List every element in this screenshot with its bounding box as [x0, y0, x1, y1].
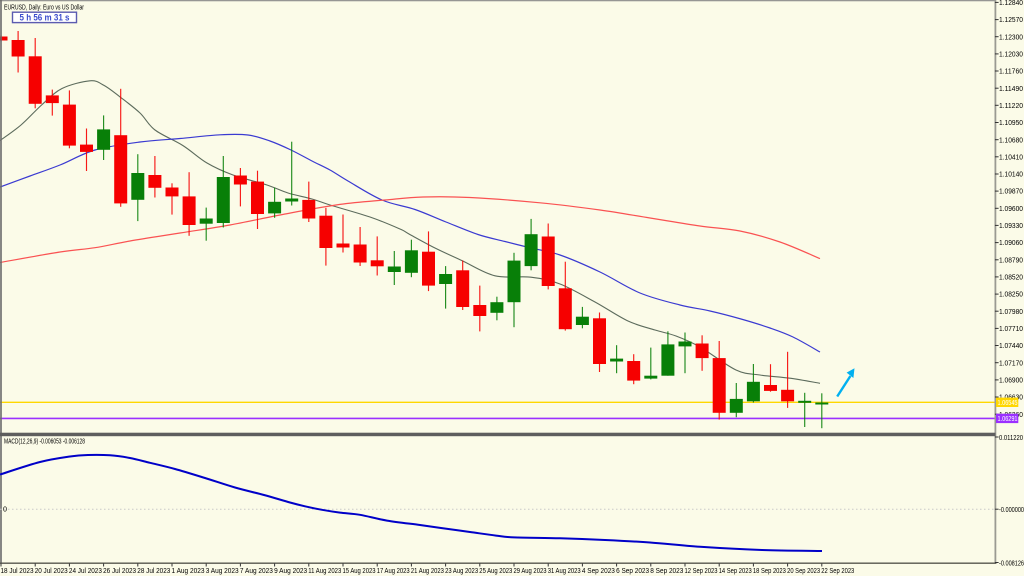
- svg-text:31 Aug 2023: 31 Aug 2023: [548, 568, 581, 575]
- svg-text:22 Sep 2023: 22 Sep 2023: [821, 568, 854, 575]
- svg-text:7 Aug 2023: 7 Aug 2023: [240, 568, 273, 575]
- svg-text:5 h 56 m 31 s: 5 h 56 m 31 s: [20, 12, 70, 23]
- svg-text:1.10680: 1.10680: [999, 135, 1023, 144]
- svg-text:1.09600: 1.09600: [999, 204, 1023, 213]
- svg-text:1.08520: 1.08520: [999, 273, 1023, 282]
- svg-text:4 Sep 2023: 4 Sep 2023: [582, 568, 615, 575]
- svg-text:1.06291: 1.06291: [998, 414, 1018, 423]
- svg-text:1.12570: 1.12570: [999, 15, 1023, 24]
- svg-text:1.07170: 1.07170: [999, 358, 1023, 367]
- svg-text:8 Sep 2023: 8 Sep 2023: [650, 568, 683, 575]
- svg-text:1.06900: 1.06900: [999, 376, 1023, 385]
- svg-text:14 Sep 2023: 14 Sep 2023: [719, 568, 752, 575]
- svg-text:1.10950: 1.10950: [999, 118, 1023, 127]
- svg-text:1.06630: 1.06630: [999, 393, 1023, 402]
- svg-text:1.08790: 1.08790: [999, 255, 1023, 264]
- svg-text:1.12300: 1.12300: [999, 32, 1023, 41]
- svg-text:1.08250: 1.08250: [999, 290, 1023, 299]
- svg-text:25 Aug 2023: 25 Aug 2023: [479, 568, 512, 575]
- svg-text:3 Aug 2023: 3 Aug 2023: [206, 568, 239, 575]
- svg-text:18 Jul 2023: 18 Jul 2023: [1, 568, 34, 575]
- svg-text:1.11760: 1.11760: [999, 67, 1023, 76]
- svg-text:MACD(12,26,9) -0.006053 -0.006: MACD(12,26,9) -0.006053 -0.006128: [4, 437, 85, 446]
- svg-text:23 Aug 2023: 23 Aug 2023: [445, 568, 478, 575]
- svg-text:28 Jul 2023: 28 Jul 2023: [137, 568, 170, 575]
- svg-text:21 Aug 2023: 21 Aug 2023: [411, 568, 444, 575]
- svg-text:6 Sep 2023: 6 Sep 2023: [616, 568, 649, 575]
- svg-text:1.07710: 1.07710: [999, 324, 1023, 333]
- svg-text:1 Aug 2023: 1 Aug 2023: [172, 568, 205, 575]
- svg-text:11 Aug 2023: 11 Aug 2023: [308, 568, 341, 575]
- svg-text:24 Jul 2023: 24 Jul 2023: [69, 568, 102, 575]
- svg-text:1.07440: 1.07440: [999, 341, 1023, 350]
- svg-text:17 Aug 2023: 17 Aug 2023: [377, 568, 410, 575]
- svg-text:0.011220: 0.011220: [999, 433, 1023, 442]
- svg-text:EURUSD, Daily: Euro vs US Dol: EURUSD, Daily: Euro vs US Dollar: [4, 3, 84, 12]
- svg-text:1.11220: 1.11220: [999, 101, 1023, 110]
- svg-text:1.10140: 1.10140: [999, 170, 1023, 179]
- svg-text:20 Sep 2023: 20 Sep 2023: [787, 568, 820, 575]
- svg-text:29 Aug 2023: 29 Aug 2023: [514, 568, 547, 575]
- svg-text:1.10410: 1.10410: [999, 152, 1023, 161]
- svg-text:9 Aug 2023: 9 Aug 2023: [274, 568, 307, 575]
- svg-text:1.11490: 1.11490: [999, 84, 1023, 93]
- svg-text:1.09870: 1.09870: [999, 187, 1023, 196]
- svg-text:-0.008126: -0.008126: [999, 558, 1024, 567]
- svg-text:18 Sep 2023: 18 Sep 2023: [753, 568, 786, 575]
- svg-text:-0.000000: -0.000000: [999, 505, 1024, 514]
- svg-text:1.06545: 1.06545: [998, 398, 1018, 407]
- svg-text:20 Jul 2023: 20 Jul 2023: [35, 568, 68, 575]
- svg-text:1.07980: 1.07980: [999, 307, 1023, 316]
- svg-text:0: 0: [3, 505, 7, 514]
- svg-text:12 Sep 2023: 12 Sep 2023: [685, 568, 718, 575]
- svg-text:1.09330: 1.09330: [999, 221, 1023, 230]
- svg-text:26 Jul 2023: 26 Jul 2023: [103, 568, 136, 575]
- svg-text:1.09060: 1.09060: [999, 238, 1023, 247]
- svg-text:1.12840: 1.12840: [999, 0, 1023, 7]
- svg-text:1.12030: 1.12030: [999, 50, 1023, 59]
- svg-text:15 Aug 2023: 15 Aug 2023: [343, 568, 376, 575]
